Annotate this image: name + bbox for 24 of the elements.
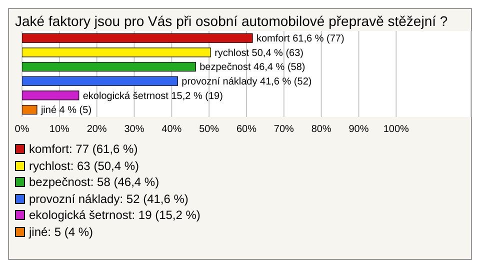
x-tick-label: 60%: [236, 124, 257, 136]
legend-label: komfort: 77 (61,6 %): [29, 141, 138, 158]
data-label: rychlost 50,4 % (63): [214, 48, 304, 59]
x-tick-label: 30%: [124, 124, 144, 136]
x-tick-label: 90%: [348, 124, 369, 136]
data-label: komfort 61,6 % (77): [256, 34, 344, 45]
x-tick-label: 10%: [49, 124, 70, 136]
x-tick-label: 0%: [14, 124, 30, 136]
x-tick-label: 70%: [274, 124, 294, 136]
x-tick-label: 50%: [199, 124, 220, 136]
data-label: provozní náklady 41,6 % (52): [182, 76, 312, 88]
data-label: ekologická šetrnost 15,2 % (19): [82, 90, 223, 102]
chart-title: Jaké faktory jsou pro Vás při osobní automobilové přepravě stěžejní ?: [14, 12, 449, 31]
legend-label: provozní náklady: 52 (41,6 %): [29, 190, 188, 207]
x-tick-label: 40%: [162, 124, 182, 136]
x-tick-label: 100%: [383, 124, 410, 136]
legend-label: rychlost: 63 (50,4 %): [29, 158, 140, 174]
legend-label: jiné: 5 (4 %): [29, 224, 94, 240]
x-tick-label: 20%: [86, 124, 107, 136]
legend-label: ekologická šetrnost: 19 (15,2 %): [29, 207, 200, 224]
x-tick-label: 80%: [311, 124, 332, 136]
data-label: bezpečnost 46,4 % (58): [200, 62, 306, 74]
data-label: jiné 4 % (5): [40, 105, 92, 116]
legend-label: bezpečnost: 58 (46,4 %): [29, 174, 160, 190]
